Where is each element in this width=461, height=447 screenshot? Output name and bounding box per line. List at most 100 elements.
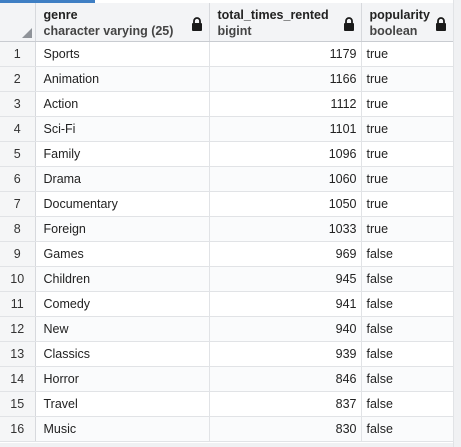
- cell-popularity[interactable]: false: [361, 241, 454, 267]
- table-row: 8 Foreign 1033 true: [0, 216, 454, 242]
- cell-genre[interactable]: Children: [35, 266, 210, 292]
- cell-popularity[interactable]: true: [361, 41, 454, 67]
- column-header-genre[interactable]: genre character varying (25): [35, 3, 210, 42]
- row-number[interactable]: 16: [0, 416, 36, 442]
- cell-total-times-rented[interactable]: 939: [209, 341, 362, 367]
- cell-genre[interactable]: Action: [35, 91, 210, 117]
- cell-genre[interactable]: Foreign: [35, 216, 210, 242]
- cell-genre[interactable]: Comedy: [35, 291, 210, 317]
- column-name: popularity: [369, 8, 430, 22]
- row-number[interactable]: 11: [0, 291, 36, 317]
- cell-popularity[interactable]: true: [361, 166, 454, 192]
- lock-icon: [435, 17, 447, 31]
- data-output-table: genre character varying (25) total_times…: [0, 3, 454, 442]
- cell-total-times-rented[interactable]: 830: [209, 416, 362, 442]
- table-row: 4 Sci-Fi 1101 true: [0, 116, 454, 142]
- cell-popularity[interactable]: false: [361, 341, 454, 367]
- cell-genre[interactable]: Classics: [35, 341, 210, 367]
- cell-total-times-rented[interactable]: 1050: [209, 191, 362, 217]
- cell-total-times-rented[interactable]: 846: [209, 366, 362, 392]
- cell-popularity[interactable]: true: [361, 141, 454, 167]
- table-row: 3 Action 1112 true: [0, 91, 454, 117]
- cell-genre[interactable]: Horror: [35, 366, 210, 392]
- cell-genre[interactable]: Games: [35, 241, 210, 267]
- table-row: 16 Music 830 false: [0, 416, 454, 442]
- cell-total-times-rented[interactable]: 941: [209, 291, 362, 317]
- row-number[interactable]: 13: [0, 341, 36, 367]
- cell-popularity[interactable]: false: [361, 266, 454, 292]
- cell-total-times-rented[interactable]: 1033: [209, 216, 362, 242]
- cell-popularity[interactable]: true: [361, 91, 454, 117]
- column-type: bigint: [217, 24, 252, 38]
- row-number[interactable]: 8: [0, 216, 36, 242]
- select-all-corner[interactable]: [0, 3, 36, 42]
- cell-total-times-rented[interactable]: 1060: [209, 166, 362, 192]
- table-row: 7 Documentary 1050 true: [0, 191, 454, 217]
- cell-popularity[interactable]: false: [361, 391, 454, 417]
- table-row: 2 Animation 1166 true: [0, 66, 454, 92]
- row-number[interactable]: 14: [0, 366, 36, 392]
- cell-total-times-rented[interactable]: 1166: [209, 66, 362, 92]
- cell-total-times-rented[interactable]: 1101: [209, 116, 362, 142]
- cell-total-times-rented[interactable]: 940: [209, 316, 362, 342]
- column-type: character varying (25): [43, 24, 174, 38]
- cell-popularity[interactable]: true: [361, 216, 454, 242]
- cell-total-times-rented[interactable]: 969: [209, 241, 362, 267]
- row-number[interactable]: 5: [0, 141, 36, 167]
- row-number[interactable]: 4: [0, 116, 36, 142]
- header-row: genre character varying (25) total_times…: [0, 3, 454, 42]
- cell-popularity[interactable]: false: [361, 416, 454, 442]
- table-row: 15 Travel 837 false: [0, 391, 454, 417]
- row-number[interactable]: 15: [0, 391, 36, 417]
- cell-genre[interactable]: Documentary: [35, 191, 210, 217]
- row-number[interactable]: 2: [0, 66, 36, 92]
- cell-popularity[interactable]: false: [361, 316, 454, 342]
- cell-popularity[interactable]: false: [361, 291, 454, 317]
- cell-genre[interactable]: Family: [35, 141, 210, 167]
- row-number[interactable]: 9: [0, 241, 36, 267]
- cell-genre[interactable]: Animation: [35, 66, 210, 92]
- cell-popularity[interactable]: true: [361, 66, 454, 92]
- cell-popularity[interactable]: false: [361, 366, 454, 392]
- column-name: total_times_rented: [217, 8, 329, 22]
- cell-genre[interactable]: New: [35, 316, 210, 342]
- cell-total-times-rented[interactable]: 837: [209, 391, 362, 417]
- column-header-popularity[interactable]: popularity boolean: [361, 3, 454, 42]
- lock-icon: [191, 17, 203, 31]
- vertical-scrollbar-track[interactable]: [453, 0, 461, 447]
- table-row: 13 Classics 939 false: [0, 341, 454, 367]
- column-type: boolean: [369, 24, 418, 38]
- horizontal-scrollbar-track[interactable]: [0, 443, 453, 447]
- cell-popularity[interactable]: true: [361, 191, 454, 217]
- select-all-triangle-icon: [21, 28, 32, 38]
- cell-total-times-rented[interactable]: 945: [209, 266, 362, 292]
- cell-total-times-rented[interactable]: 1096: [209, 141, 362, 167]
- cell-genre[interactable]: Music: [35, 416, 210, 442]
- cell-total-times-rented[interactable]: 1179: [209, 41, 362, 67]
- row-number[interactable]: 1: [0, 41, 36, 67]
- cell-total-times-rented[interactable]: 1112: [209, 91, 362, 117]
- table-row: 1 Sports 1179 true: [0, 41, 454, 67]
- table-row: 6 Drama 1060 true: [0, 166, 454, 192]
- row-number[interactable]: 12: [0, 316, 36, 342]
- column-name: genre: [43, 8, 78, 22]
- table-row: 14 Horror 846 false: [0, 366, 454, 392]
- table-row: 12 New 940 false: [0, 316, 454, 342]
- active-tab-indicator: [0, 0, 95, 3]
- cell-popularity[interactable]: true: [361, 116, 454, 142]
- cell-genre[interactable]: Drama: [35, 166, 210, 192]
- row-number[interactable]: 7: [0, 191, 36, 217]
- lock-icon: [343, 17, 355, 31]
- table-row: 5 Family 1096 true: [0, 141, 454, 167]
- table-row: 10 Children 945 false: [0, 266, 454, 292]
- row-number[interactable]: 10: [0, 266, 36, 292]
- cell-genre[interactable]: Sci-Fi: [35, 116, 210, 142]
- table-row: 11 Comedy 941 false: [0, 291, 454, 317]
- table-row: 9 Games 969 false: [0, 241, 454, 267]
- cell-genre[interactable]: Sports: [35, 41, 210, 67]
- row-number[interactable]: 6: [0, 166, 36, 192]
- column-header-total-times-rented[interactable]: total_times_rented bigint: [209, 3, 362, 42]
- row-number[interactable]: 3: [0, 91, 36, 117]
- cell-genre[interactable]: Travel: [35, 391, 210, 417]
